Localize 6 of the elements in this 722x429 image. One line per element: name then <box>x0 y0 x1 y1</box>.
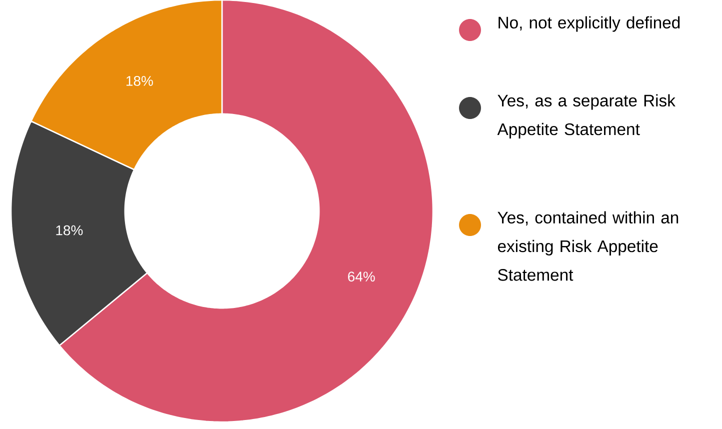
legend-label: Yes, as a separate Risk Appetite Statement <box>497 94 676 138</box>
legend-label: Yes, contained within an existing Risk Appetite Statement <box>498 211 678 281</box>
data-label: 64% <box>348 272 375 282</box>
data-label: 18% <box>56 225 83 236</box>
data-label: 18% <box>126 76 153 86</box>
legend-label: No, not explicitly defined <box>498 16 680 32</box>
